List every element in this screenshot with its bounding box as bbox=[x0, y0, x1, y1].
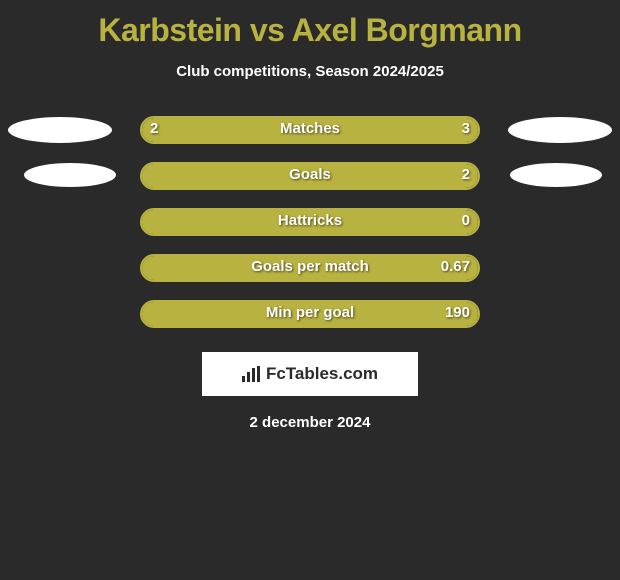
stat-label: Hattricks bbox=[140, 212, 480, 229]
stat-label: Goals per match bbox=[140, 258, 480, 275]
date-text: 2 december 2024 bbox=[0, 414, 620, 431]
player-indicator-right bbox=[510, 163, 602, 187]
subtitle: Club competitions, Season 2024/2025 bbox=[0, 63, 620, 80]
stat-label: Min per goal bbox=[140, 304, 480, 321]
player-indicator-left bbox=[8, 117, 112, 143]
page-title: Karbstein vs Axel Borgmann bbox=[0, 0, 620, 49]
stats-container: 23Matches2Goals0Hattricks0.67Goals per m… bbox=[0, 116, 620, 346]
stat-label: Matches bbox=[140, 120, 480, 137]
stat-row: 190Min per goal bbox=[0, 300, 620, 346]
branding-text: FcTables.com bbox=[266, 364, 378, 384]
stat-row: 0.67Goals per match bbox=[0, 254, 620, 300]
stat-row: 0Hattricks bbox=[0, 208, 620, 254]
stat-row: 23Matches bbox=[0, 116, 620, 162]
stat-label: Goals bbox=[140, 166, 480, 183]
stat-row: 2Goals bbox=[0, 162, 620, 208]
player-indicator-right bbox=[508, 117, 612, 143]
bars-icon bbox=[242, 366, 262, 382]
player-indicator-left bbox=[24, 163, 116, 187]
branding-badge: FcTables.com bbox=[202, 352, 418, 396]
